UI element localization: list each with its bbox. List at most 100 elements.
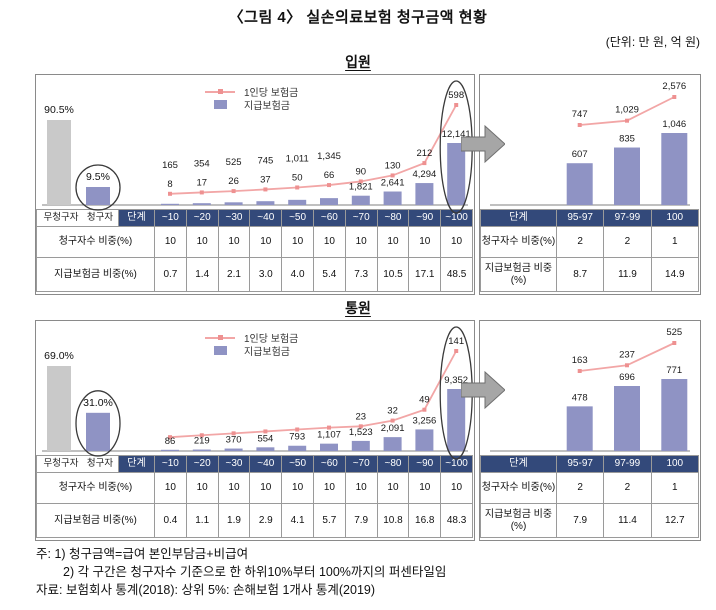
legend-line-row: 1인당 보험금 bbox=[202, 85, 298, 99]
table-cell: 10 bbox=[217, 472, 251, 504]
bar bbox=[351, 195, 370, 205]
table-cell: 14.9 bbox=[650, 257, 699, 292]
outpatient-decile-panel: 69.0% 31.0% 23 32 49 141 86 219 370 554 793 1,107 1,… bbox=[35, 320, 475, 541]
table-cell: 5.4 bbox=[312, 257, 346, 292]
section-heading-outpatient: 통원 bbox=[345, 300, 371, 316]
table-header-cell: 청구자수 비중(%) bbox=[480, 472, 557, 504]
table-row: 청구자수 비중(%) 2 2 1 bbox=[480, 472, 699, 504]
table-cell: 10 bbox=[217, 226, 251, 258]
value-label: 525 bbox=[226, 157, 242, 168]
table-cell: 10 bbox=[281, 472, 314, 504]
value-label: 9,352 bbox=[444, 375, 468, 386]
table-header-cell: ~60 bbox=[312, 209, 346, 227]
table-header-cell: ~30 bbox=[217, 209, 251, 227]
table-cell: 48.5 bbox=[440, 257, 473, 292]
value-label: 745 bbox=[257, 155, 273, 166]
line-marker bbox=[327, 183, 331, 188]
footnote-2: 2) 각 구간은 청구자수 기준으로 한 하위10%부터 100%까지의 퍼센타… bbox=[63, 565, 447, 579]
value-label: 9.5% bbox=[86, 171, 110, 183]
nonclaimant-bar bbox=[47, 120, 71, 205]
line-marker bbox=[672, 95, 677, 99]
table-cell: 17.1 bbox=[408, 257, 442, 292]
table-cell: 10 bbox=[376, 226, 410, 258]
value-label: 525 bbox=[666, 327, 682, 338]
table-cell: 0.4 bbox=[154, 503, 187, 538]
value-label: 66 bbox=[324, 170, 335, 181]
value-label: 478 bbox=[572, 392, 588, 403]
table-row: 단계 95-97 97-99 100 bbox=[480, 455, 699, 473]
table-header-cell: ~40 bbox=[249, 455, 283, 473]
table-header-cell: 단계 bbox=[480, 209, 557, 227]
table-row: 청구자수 비중(%) 10 10 10 10 10 10 10 10 10 10 bbox=[36, 472, 473, 504]
table-header-cell: ~30 bbox=[217, 455, 251, 473]
table-cell: 10 bbox=[440, 472, 473, 504]
bar-sample-icon bbox=[213, 346, 227, 355]
claimant-label: 청구자 bbox=[86, 458, 114, 470]
table-cell: 10 bbox=[249, 226, 283, 258]
value-label: 141 bbox=[448, 336, 464, 347]
value-label: 69.0% bbox=[44, 350, 74, 362]
table-row: 무청구자 청구자 단계 ~10 ~20 ~30 ~40 ~50 ~60 ~70 ~80 ~90 ~100 bbox=[36, 209, 473, 227]
value-label: 37 bbox=[260, 174, 271, 185]
value-label: 17 bbox=[197, 177, 208, 188]
nonclaimant-label: 무청구자 bbox=[43, 458, 79, 470]
value-label: 370 bbox=[226, 435, 242, 446]
bar bbox=[447, 143, 466, 205]
unit-note: (단위: 만 원, 억 원) bbox=[605, 35, 700, 49]
bar bbox=[320, 198, 338, 205]
table-cell: 2.9 bbox=[249, 503, 283, 538]
table-cell: 10 bbox=[281, 226, 314, 258]
table-header-cell: 청구자수 비중(%) bbox=[36, 472, 155, 504]
table-header-cell: 청구자수 비중(%) bbox=[480, 226, 557, 258]
table-cell: 1 bbox=[650, 472, 699, 504]
table-header-cell: ~50 bbox=[281, 209, 314, 227]
bar bbox=[383, 191, 402, 205]
table-cell: 2.1 bbox=[217, 257, 251, 292]
legend-bar-row: 지급보험금 bbox=[202, 344, 298, 358]
line-marker bbox=[295, 185, 300, 190]
bar bbox=[661, 379, 688, 451]
line-marker bbox=[231, 431, 236, 436]
value-label: 31.0% bbox=[83, 397, 113, 409]
bar bbox=[161, 203, 179, 205]
table-cell: 10 bbox=[344, 472, 378, 504]
arrow-right-icon bbox=[461, 124, 505, 164]
line-marker bbox=[577, 369, 582, 373]
value-label: 237 bbox=[619, 349, 635, 360]
table-header-cell: 100 bbox=[650, 455, 699, 473]
value-label: 4,294 bbox=[413, 169, 437, 180]
line-marker bbox=[327, 425, 331, 430]
table-header-cell: ~80 bbox=[376, 455, 410, 473]
value-label: 50 bbox=[292, 172, 303, 183]
value-label: 1,046 bbox=[662, 119, 686, 130]
table-header-cell: 지급보험금 비중(%) bbox=[36, 257, 155, 292]
line-marker bbox=[390, 173, 395, 178]
table-cell: 7.3 bbox=[344, 257, 378, 292]
bar bbox=[288, 199, 307, 205]
bar bbox=[256, 447, 275, 451]
table-cell: 1.4 bbox=[185, 257, 219, 292]
table-header-cell: ~60 bbox=[312, 455, 346, 473]
bar bbox=[566, 163, 593, 205]
value-label: 1,821 bbox=[349, 182, 373, 193]
line-marker bbox=[454, 349, 459, 353]
table-cell: 12.7 bbox=[650, 503, 699, 538]
table-row: 청구자수 비중(%) 10 10 10 10 10 10 10 10 10 10 bbox=[36, 226, 473, 258]
value-label: 793 bbox=[289, 432, 305, 443]
table-cell: 10.8 bbox=[376, 503, 410, 538]
claimant-highlight-circle bbox=[75, 164, 121, 211]
table-cell: 2 bbox=[603, 226, 652, 258]
chart-legend: 1인당 보험금 지급보험금 bbox=[202, 85, 298, 112]
legend-bar-swatch bbox=[202, 346, 238, 355]
value-label: 1,029 bbox=[615, 105, 639, 116]
table-header-cell: ~10 bbox=[154, 455, 187, 473]
inpatient-top5-panel: 747 1,029 2,576 607 835 1,046 단계 95-97 97-99 100… bbox=[479, 74, 701, 295]
table-header-cell: ~100 bbox=[440, 455, 473, 473]
value-label: 8 bbox=[167, 179, 172, 190]
value-label: 212 bbox=[416, 148, 432, 159]
bar bbox=[320, 443, 338, 451]
value-label: 165 bbox=[162, 160, 178, 171]
nonclaimant-label: 무청구자 bbox=[43, 212, 79, 224]
value-label: 354 bbox=[194, 158, 210, 169]
